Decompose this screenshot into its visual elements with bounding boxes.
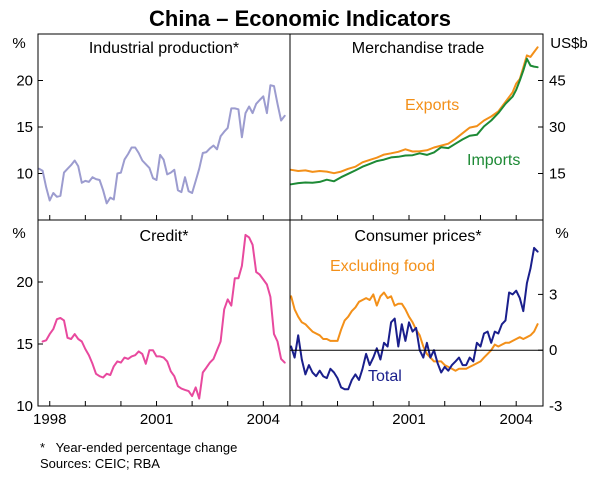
unit-label-top-left: %: [12, 35, 25, 52]
sources: Sources: CEIC; RBA: [40, 456, 160, 471]
y-tick-label-top-right: 30: [549, 119, 566, 136]
y-tick-label-top-right: 45: [549, 73, 566, 90]
panel-title-credit: Credit*: [140, 228, 189, 245]
y-tick-label-bottom-right: -3: [549, 398, 562, 415]
panel-title-industrial-production: Industrial production*: [89, 40, 239, 57]
series-line-total: [290, 246, 539, 391]
panel-title-consumer-prices: Consumer prices*: [354, 228, 481, 245]
chart-marks: 10 15 20 15 30 45 10 15 20 1998 2001 2004 -3 0 3 2001 20…: [16, 46, 566, 428]
x-tick-label-bottom-left: 1998: [33, 411, 66, 428]
annotation-excluding-food: Excluding food: [330, 258, 435, 275]
footnote: * Year-ended percentage change: [40, 440, 237, 455]
series-line-industrial-production: [38, 84, 286, 205]
series-line-credit: [41, 233, 286, 400]
x-tick-label-bottom-left: 2004: [247, 411, 280, 428]
y-tick-label-bottom-left: 10: [16, 398, 33, 415]
chart-title: China – Economic Indicators: [149, 6, 451, 31]
unit-label-bottom-right: %: [555, 225, 568, 242]
y-tick-label-bottom-right: 0: [549, 342, 557, 359]
y-tick-label-bottom-left: 15: [16, 336, 33, 353]
annotation-exports: Exports: [405, 97, 459, 114]
series-line-imports: [290, 57, 539, 186]
x-tick-label-bottom-right: 2004: [500, 411, 533, 428]
annotation-imports: Imports: [467, 152, 520, 169]
x-tick-label-bottom-right: 2001: [392, 411, 425, 428]
y-tick-label-top-right: 15: [549, 166, 566, 183]
y-tick-label-bottom-left: 20: [16, 274, 33, 291]
unit-label-top-right: US$b: [550, 35, 588, 52]
y-tick-label-bottom-right: 3: [549, 286, 557, 303]
unit-label-bottom-left: %: [12, 225, 25, 242]
series-line-exports: [290, 46, 539, 175]
x-tick-label-bottom-left: 2001: [140, 411, 173, 428]
annotation-total: Total: [368, 368, 402, 385]
panel-title-merchandise-trade: Merchandise trade: [352, 40, 485, 57]
y-tick-label-top-left: 20: [16, 73, 33, 90]
series-line-excluding-food: [290, 291, 539, 372]
y-tick-label-top-left: 15: [16, 119, 33, 136]
y-tick-label-top-left: 10: [16, 166, 33, 183]
